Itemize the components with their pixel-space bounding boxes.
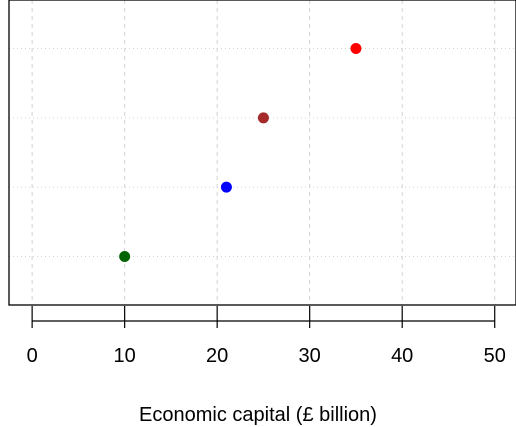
plot-frame bbox=[8, 0, 516, 306]
data-points bbox=[119, 43, 362, 262]
data-point bbox=[119, 250, 131, 262]
data-point bbox=[257, 112, 269, 124]
x-tick-label: 0 bbox=[27, 345, 38, 367]
grid bbox=[9, 0, 516, 305]
data-point bbox=[220, 181, 232, 193]
x-tick-label: 30 bbox=[299, 345, 321, 367]
x-axis-title: Economic capital (£ billion) bbox=[139, 404, 377, 426]
x-axis: 0 10 20 30 40 50 bbox=[27, 306, 506, 367]
x-tick-label: 50 bbox=[484, 345, 506, 367]
data-point bbox=[350, 43, 362, 55]
x-tick-label: 10 bbox=[114, 345, 136, 367]
x-tick-label: 40 bbox=[391, 345, 413, 367]
x-tick-label: 20 bbox=[206, 345, 228, 367]
